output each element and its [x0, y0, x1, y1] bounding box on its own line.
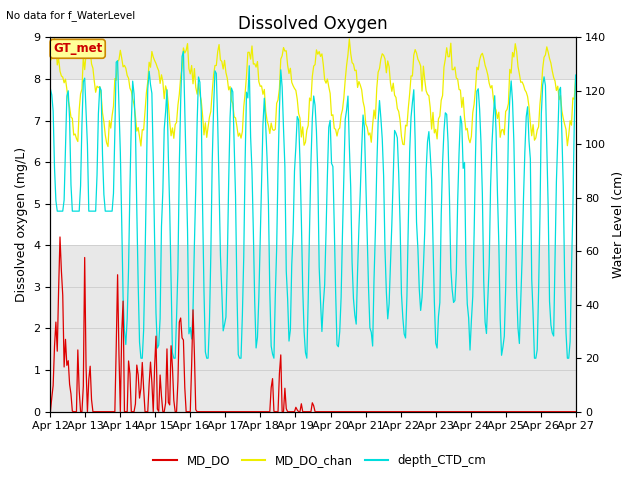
Y-axis label: Water Level (cm): Water Level (cm)	[612, 171, 625, 278]
Y-axis label: Dissolved oxygen (mg/L): Dissolved oxygen (mg/L)	[15, 147, 28, 302]
Bar	[51, 79, 575, 245]
Text: No data for f_WaterLevel: No data for f_WaterLevel	[6, 10, 136, 21]
Legend: MD_DO, MD_DO_chan, depth_CTD_cm: MD_DO, MD_DO_chan, depth_CTD_cm	[148, 449, 492, 472]
Text: GT_met: GT_met	[53, 42, 102, 55]
Title: Dissolved Oxygen: Dissolved Oxygen	[238, 15, 388, 33]
